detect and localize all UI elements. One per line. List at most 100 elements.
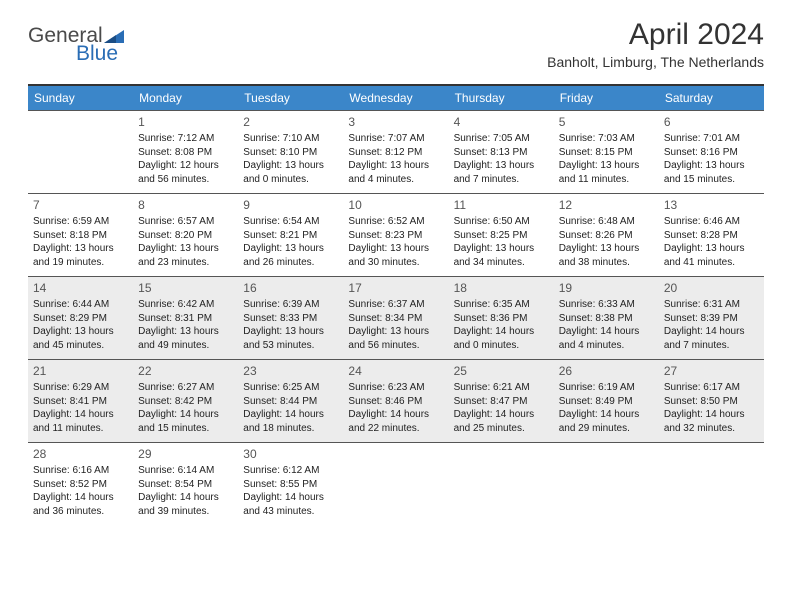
day-info-line: Daylight: 12 hours [138, 159, 233, 173]
day-info-line: Sunrise: 7:12 AM [138, 132, 233, 146]
day-info-line: Daylight: 14 hours [243, 408, 338, 422]
day-cell: 10Sunrise: 6:52 AMSunset: 8:23 PMDayligh… [343, 194, 448, 276]
day-info-line: Sunrise: 6:16 AM [33, 464, 128, 478]
day-info-line: Daylight: 13 hours [138, 242, 233, 256]
day-cell [449, 443, 554, 525]
day-info-line: Sunrise: 7:07 AM [348, 132, 443, 146]
weekday-header: Saturday [659, 86, 764, 110]
day-cell: 25Sunrise: 6:21 AMSunset: 8:47 PMDayligh… [449, 360, 554, 442]
day-info-line: Sunset: 8:33 PM [243, 312, 338, 326]
day-info-line: Sunrise: 6:48 AM [559, 215, 654, 229]
day-number: 10 [348, 197, 443, 213]
day-info-line: Sunset: 8:15 PM [559, 146, 654, 160]
day-number: 14 [33, 280, 128, 296]
day-cell [343, 443, 448, 525]
day-info-line: Daylight: 13 hours [559, 242, 654, 256]
day-info-line: Sunset: 8:36 PM [454, 312, 549, 326]
day-info-line: Sunset: 8:34 PM [348, 312, 443, 326]
day-info-line: Sunrise: 6:14 AM [138, 464, 233, 478]
day-info-line: Sunset: 8:16 PM [664, 146, 759, 160]
day-info-line: and 15 minutes. [138, 422, 233, 436]
day-info-line: Daylight: 13 hours [348, 159, 443, 173]
day-number: 28 [33, 446, 128, 462]
weekday-header: Thursday [449, 86, 554, 110]
day-info-line: Sunset: 8:23 PM [348, 229, 443, 243]
day-number: 3 [348, 114, 443, 130]
day-info-line: Daylight: 13 hours [559, 159, 654, 173]
day-cell: 8Sunrise: 6:57 AMSunset: 8:20 PMDaylight… [133, 194, 238, 276]
day-info-line: Sunset: 8:42 PM [138, 395, 233, 409]
day-info-line: Daylight: 14 hours [243, 491, 338, 505]
day-info-line: Sunrise: 6:54 AM [243, 215, 338, 229]
day-info-line: Sunrise: 7:10 AM [243, 132, 338, 146]
day-info-line: Sunset: 8:13 PM [454, 146, 549, 160]
day-cell: 20Sunrise: 6:31 AMSunset: 8:39 PMDayligh… [659, 277, 764, 359]
weekday-header-row: SundayMondayTuesdayWednesdayThursdayFrid… [28, 86, 764, 110]
day-number: 11 [454, 197, 549, 213]
day-info-line: and 7 minutes. [664, 339, 759, 353]
day-info-line: and 11 minutes. [559, 173, 654, 187]
day-info-line: Sunset: 8:26 PM [559, 229, 654, 243]
day-info-line: and 29 minutes. [559, 422, 654, 436]
day-info-line: Daylight: 14 hours [664, 325, 759, 339]
day-number: 20 [664, 280, 759, 296]
day-info-line: and 4 minutes. [348, 173, 443, 187]
day-cell: 24Sunrise: 6:23 AMSunset: 8:46 PMDayligh… [343, 360, 448, 442]
day-cell: 23Sunrise: 6:25 AMSunset: 8:44 PMDayligh… [238, 360, 343, 442]
day-info-line: Daylight: 13 hours [138, 325, 233, 339]
day-info-line: and 23 minutes. [138, 256, 233, 270]
day-number: 9 [243, 197, 338, 213]
day-info-line: Sunrise: 6:21 AM [454, 381, 549, 395]
day-info-line: Sunrise: 6:59 AM [33, 215, 128, 229]
day-cell: 19Sunrise: 6:33 AMSunset: 8:38 PMDayligh… [554, 277, 659, 359]
day-cell: 9Sunrise: 6:54 AMSunset: 8:21 PMDaylight… [238, 194, 343, 276]
day-info-line: and 56 minutes. [138, 173, 233, 187]
day-number: 18 [454, 280, 549, 296]
day-info-line: Sunrise: 6:19 AM [559, 381, 654, 395]
day-info-line: and 32 minutes. [664, 422, 759, 436]
day-info-line: Daylight: 13 hours [348, 325, 443, 339]
day-info-line: Sunrise: 6:33 AM [559, 298, 654, 312]
day-info-line: Daylight: 13 hours [664, 242, 759, 256]
day-cell: 6Sunrise: 7:01 AMSunset: 8:16 PMDaylight… [659, 111, 764, 193]
day-cell: 30Sunrise: 6:12 AMSunset: 8:55 PMDayligh… [238, 443, 343, 525]
weekday-header: Friday [554, 86, 659, 110]
day-info-line: Daylight: 14 hours [33, 408, 128, 422]
day-info-line: Daylight: 13 hours [454, 242, 549, 256]
logo: GeneralBlue [28, 18, 124, 66]
weekday-header: Monday [133, 86, 238, 110]
day-cell: 3 Sunrise: 7:07 AMSunset: 8:12 PMDaylight… [343, 111, 448, 193]
day-info-line: Sunset: 8:20 PM [138, 229, 233, 243]
day-number: 7 [33, 197, 128, 213]
day-number: 21 [33, 363, 128, 379]
day-info-line: Sunrise: 6:35 AM [454, 298, 549, 312]
day-info-line: Sunrise: 6:52 AM [348, 215, 443, 229]
day-number: 25 [454, 363, 549, 379]
day-info-line: Sunrise: 6:50 AM [454, 215, 549, 229]
day-info-line: Sunrise: 6:39 AM [243, 298, 338, 312]
day-info-line: Sunset: 8:44 PM [243, 395, 338, 409]
day-number: 13 [664, 197, 759, 213]
day-cell: 11 Sunrise: 6:50 AMSunset: 8:25 PMDayligh… [449, 194, 554, 276]
day-info-line: and 34 minutes. [454, 256, 549, 270]
day-info-line: Sunset: 8:25 PM [454, 229, 549, 243]
day-info-line: Sunrise: 6:23 AM [348, 381, 443, 395]
day-info-line: Sunset: 8:54 PM [138, 478, 233, 492]
day-cell: 27Sunrise: 6:17 AMSunset: 8:50 PMDayligh… [659, 360, 764, 442]
day-info-line: Sunrise: 6:42 AM [138, 298, 233, 312]
day-cell: 4Sunrise: 7:05 AMSunset: 8:13 PMDaylight… [449, 111, 554, 193]
weeks-container: 1Sunrise: 7:12 AMSunset: 8:08 PMDaylight… [28, 110, 764, 525]
day-number: 5 [559, 114, 654, 130]
day-info-line: Sunset: 8:39 PM [664, 312, 759, 326]
day-info-line: Daylight: 13 hours [243, 159, 338, 173]
day-info-line: Sunrise: 6:17 AM [664, 381, 759, 395]
day-cell: 14Sunrise: 6:44 AMSunset: 8:29 PMDayligh… [28, 277, 133, 359]
day-info-line: Sunset: 8:50 PM [664, 395, 759, 409]
day-info-line: Sunset: 8:12 PM [348, 146, 443, 160]
day-info-line: Sunset: 8:52 PM [33, 478, 128, 492]
day-info-line: Sunset: 8:21 PM [243, 229, 338, 243]
day-info-line: Daylight: 14 hours [33, 491, 128, 505]
day-cell: 21Sunrise: 6:29 AMSunset: 8:41 PMDayligh… [28, 360, 133, 442]
day-cell: 2Sunrise: 7:10 AMSunset: 8:10 PMDaylight… [238, 111, 343, 193]
day-cell: 12Sunrise: 6:48 AMSunset: 8:26 PMDayligh… [554, 194, 659, 276]
